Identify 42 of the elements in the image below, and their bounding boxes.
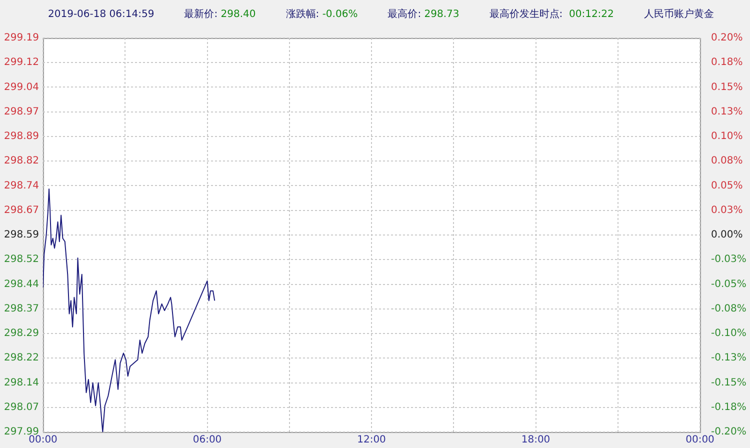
text: 最新价: 298.40 xyxy=(184,8,256,21)
text: 最高价发生时点: 00:12:22 xyxy=(489,8,614,21)
y2-tick-label: 0.18% xyxy=(711,57,743,68)
y-tick-label: 298.74 xyxy=(4,180,39,192)
y-tick-label: 298.44 xyxy=(4,278,39,290)
y2-tick-label: -0.15% xyxy=(711,377,746,388)
y-tick-label: 299.19 xyxy=(4,32,39,44)
y2-tick-label: 0.15% xyxy=(711,82,743,93)
y-tick-label: 298.37 xyxy=(4,303,39,314)
y2-tick-label: -0.13% xyxy=(711,352,746,364)
y-tick-label: 298.22 xyxy=(4,352,39,364)
y-tick-label: 299.12 xyxy=(4,57,39,68)
y2-tick-label: -0.08% xyxy=(711,303,746,314)
text: 2019-06-18 06:14:59 xyxy=(48,8,154,20)
y2-tick-label: 0.13% xyxy=(711,106,743,118)
y2-tick-label: -0.10% xyxy=(711,328,746,340)
text: 人民币账户黄金 xyxy=(644,8,714,21)
y2-tick-label: -0.03% xyxy=(711,254,746,266)
y-tick-label: 298.59 xyxy=(4,230,39,241)
y2-tick-label: 0.20% xyxy=(711,32,743,44)
x-tick-label: 06:00 xyxy=(192,434,222,446)
y2-tick-label: -0.18% xyxy=(711,402,746,413)
x-tick-label: 12:00 xyxy=(357,434,386,446)
y-tick-label: 299.04 xyxy=(4,82,39,93)
y2-tick-label: 0.00% xyxy=(711,230,743,241)
y2-tick-label: 0.10% xyxy=(711,131,743,142)
y-tick-label: 298.14 xyxy=(4,377,39,388)
y-tick-label: 298.07 xyxy=(4,402,39,413)
text: 涨跌幅: -0.06% xyxy=(286,8,358,21)
y2-tick-label: 0.03% xyxy=(711,204,743,216)
y2-tick-label: 0.08% xyxy=(711,156,743,167)
y-tick-label: 298.97 xyxy=(4,106,39,118)
y2-tick-label: 0.05% xyxy=(711,180,743,192)
text: 最高价: 298.73 xyxy=(388,8,460,21)
x-tick-label: 18:00 xyxy=(521,434,550,446)
x-tick-label: 00:00 xyxy=(686,434,714,446)
y2-tick-label: -0.05% xyxy=(711,278,746,290)
y-tick-label: 298.82 xyxy=(4,156,39,167)
y-tick-label: 298.52 xyxy=(4,254,39,266)
y-tick-label: 298.29 xyxy=(4,328,39,340)
y-tick-label: 298.89 xyxy=(4,131,39,142)
y-tick-label: 298.67 xyxy=(4,204,39,216)
